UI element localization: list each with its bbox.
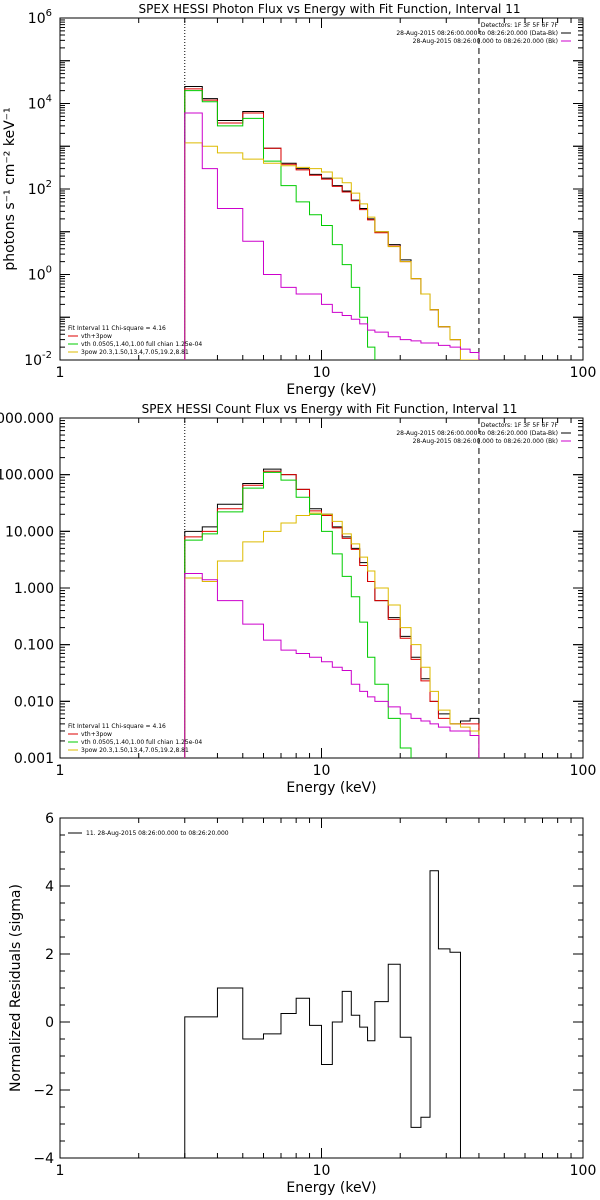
legend-text: Detectors: 1F 3F 5F 6F 7F <box>481 22 559 29</box>
legend-text: vth 0.0505,1.40,1.00 full chian 1.25e-04 <box>81 739 202 746</box>
series-line-3 <box>184 512 480 758</box>
x-tick-label: 10 <box>313 763 331 779</box>
y-tick-label: −2 <box>33 1083 54 1099</box>
series-line-0 <box>184 468 480 758</box>
y-tick-label: 10.000 <box>5 524 54 540</box>
series-group <box>184 870 461 1158</box>
legend-text: vth 0.0505,1.40,1.00 full chian 1.25e-04 <box>81 341 202 348</box>
plot-frame <box>59 17 584 361</box>
y-axis-label: photons s⁻¹ cm⁻² keV⁻¹ <box>2 107 18 270</box>
panel-2: 1 10 100 0.001 0.010 0.100 1.000 10.000 100.000 1… <box>0 402 596 796</box>
legend-text: 28-Aug-2015 08:26:00.000 to 08:26:20.000… <box>396 30 558 37</box>
plot-frame <box>59 817 584 1159</box>
series-line-0 <box>184 870 461 1158</box>
series-line-0 <box>184 85 479 360</box>
series-line-2 <box>184 471 480 758</box>
legend-text: 28-Aug-2015 08:26:00.000 to 08:26:20.000… <box>413 438 558 445</box>
legend-text: 3pow 20.3,1.50,13.4,7.05,19.2,8.81 <box>81 747 189 754</box>
y-tick-label: 2 <box>45 947 54 963</box>
series-line-2 <box>184 90 480 360</box>
y-tick-label: 4 <box>45 879 54 895</box>
series-line-1 <box>184 88 479 360</box>
x-axis-label: Energy (keV) <box>286 382 376 398</box>
x-tick-label: 100 <box>570 1163 597 1179</box>
y-axis-label: Normalized Residuals (sigma) <box>8 884 24 1092</box>
x-tick-label: 1 <box>56 365 65 381</box>
x-tick-label: 1 <box>56 1163 65 1179</box>
legend-text: 28-Aug-2015 08:26:00.000 to 08:26:20.000… <box>396 430 558 437</box>
y-tick-label: 1.000 <box>14 581 54 597</box>
y-tick-label: 0 <box>45 1015 54 1031</box>
x-tick-label: 10 <box>313 1163 331 1179</box>
series-line-1 <box>184 470 480 758</box>
y-tick-label: 100.000 <box>0 468 54 484</box>
panel-3: 1 10 100 −4 −2 0 2 4 6 Energy (keV) Normalized Res… <box>8 811 596 1196</box>
legend-text: 3pow 20.3,1.50,13.4,7.05,19.2,8.81 <box>81 349 189 356</box>
plot-frame <box>59 417 584 759</box>
legend-text: vth+3pow <box>81 333 112 340</box>
x-tick-label: 10 <box>313 365 331 381</box>
y-tick-label: 100 <box>28 265 52 284</box>
x-axis-label: Energy (keV) <box>286 780 376 796</box>
panel-1: 1 10 100 10-2 100 102 104 106 SPEX HESSI Photon … <box>2 2 596 398</box>
y-tick-label: 0.010 <box>14 694 54 710</box>
legend-text: Fit Interval 11 Chi-square = 4.16 <box>68 325 166 332</box>
y-tick-label: 10-2 <box>24 350 52 369</box>
legend-text: Fit Interval 11 Chi-square = 4.16 <box>68 723 166 730</box>
series-group <box>184 468 480 758</box>
series-line-3 <box>184 142 479 360</box>
legend-text: 11. 28-Aug-2015 08:26:00.000 to 08:26:20… <box>86 830 229 837</box>
series-group <box>184 85 480 360</box>
y-tick-label: 6 <box>45 811 54 827</box>
y-tick-label: 106 <box>28 8 52 27</box>
chart-title: SPEX HESSI Count Flux vs Energy with Fit… <box>142 402 518 416</box>
legend-text: vth+3pow <box>81 731 112 738</box>
y-tick-label: 0.100 <box>14 638 54 654</box>
series-line-4 <box>184 573 480 758</box>
x-tick-label: 1 <box>56 763 65 779</box>
y-tick-label: 104 <box>28 94 52 113</box>
chart-title: SPEX HESSI Photon Flux vs Energy with Fi… <box>139 2 521 16</box>
series-line-4 <box>184 112 480 360</box>
x-tick-label: 100 <box>570 763 597 779</box>
x-tick-label: 100 <box>570 365 597 381</box>
legend-text: Detectors: 1F 3F 5F 6F 7F <box>481 422 559 429</box>
y-tick-label: −4 <box>33 1151 54 1167</box>
y-tick-label: 102 <box>28 179 52 198</box>
x-axis-label: Energy (keV) <box>286 1180 376 1196</box>
legend-text: 28-Aug-2015 08:26:00.000 to 08:26:20.000… <box>413 38 558 45</box>
y-tick-label: 0.001 <box>14 751 54 767</box>
